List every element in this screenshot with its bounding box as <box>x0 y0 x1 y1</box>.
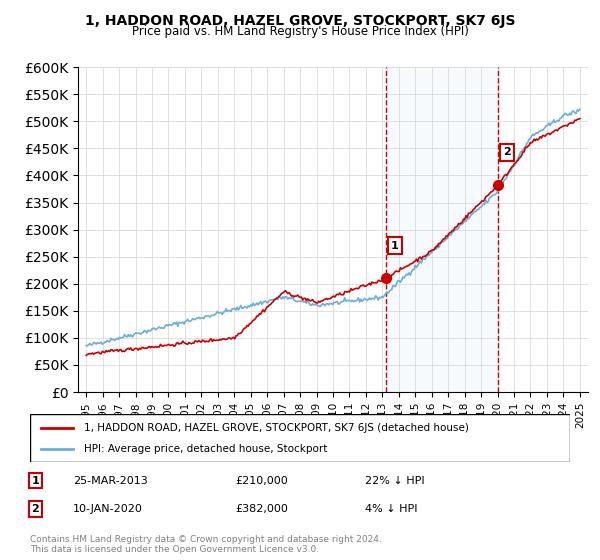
Text: £382,000: £382,000 <box>235 504 288 514</box>
FancyBboxPatch shape <box>30 414 570 462</box>
Text: £210,000: £210,000 <box>235 475 288 486</box>
Text: 2: 2 <box>32 504 39 514</box>
Text: Price paid vs. HM Land Registry's House Price Index (HPI): Price paid vs. HM Land Registry's House … <box>131 25 469 38</box>
Text: 10-JAN-2020: 10-JAN-2020 <box>73 504 143 514</box>
Text: 1, HADDON ROAD, HAZEL GROVE, STOCKPORT, SK7 6JS: 1, HADDON ROAD, HAZEL GROVE, STOCKPORT, … <box>85 14 515 28</box>
Text: Contains HM Land Registry data © Crown copyright and database right 2024.
This d: Contains HM Land Registry data © Crown c… <box>30 535 382 554</box>
Text: 25-MAR-2013: 25-MAR-2013 <box>73 475 148 486</box>
Text: 1, HADDON ROAD, HAZEL GROVE, STOCKPORT, SK7 6JS (detached house): 1, HADDON ROAD, HAZEL GROVE, STOCKPORT, … <box>84 423 469 433</box>
Bar <box>386 67 498 392</box>
Text: 1: 1 <box>32 475 39 486</box>
Text: 4% ↓ HPI: 4% ↓ HPI <box>365 504 418 514</box>
Text: HPI: Average price, detached house, Stockport: HPI: Average price, detached house, Stoc… <box>84 444 328 454</box>
Text: 22% ↓ HPI: 22% ↓ HPI <box>365 475 424 486</box>
Text: 1: 1 <box>391 241 399 250</box>
Text: 2: 2 <box>503 147 511 157</box>
